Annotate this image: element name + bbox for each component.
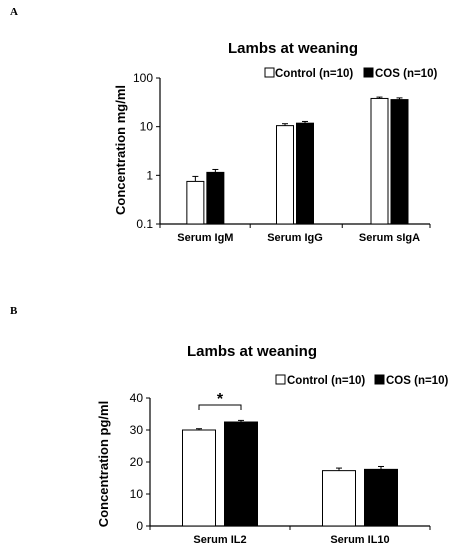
legend-swatch-cos [374, 374, 385, 385]
bar-control [186, 180, 205, 225]
y-tick-label: 10 [140, 120, 154, 134]
legend-swatch-cos [363, 67, 374, 78]
significance-star: * [217, 391, 224, 408]
y-tick-label: 40 [130, 391, 144, 405]
plot-area: 0 10 20 30 40 Serum IL2 Serum IL10 * [130, 391, 431, 546]
bar-control [322, 470, 356, 527]
x-tick-label: Serum IL10 [330, 534, 389, 546]
legend-label-cos: COS (n=10) [386, 375, 448, 387]
legend-label-control: Control (n=10) [287, 375, 365, 387]
y-tick-label: 30 [130, 423, 144, 437]
bar-cos [224, 421, 258, 527]
y-tick-label: 0 [136, 519, 143, 533]
y-tick-label: 1 [146, 168, 153, 182]
bar-cos [296, 122, 314, 225]
bar-cos [206, 171, 225, 225]
y-tick-label: 100 [133, 71, 153, 85]
legend: Control (n=10) COS (n=10) [264, 67, 437, 80]
significance-bracket [198, 404, 242, 410]
chart-title: Lambs at weaning [187, 343, 317, 360]
legend-label-cos: COS (n=10) [375, 68, 437, 80]
plot-area: 0.1 1 10 100 Serum IgM Serum IgG Serum sIgA [133, 71, 431, 244]
y-axis-label: Concentration mg/ml [113, 85, 128, 215]
panel-label-a: A [10, 6, 18, 18]
y-tick-label: 10 [130, 487, 144, 501]
x-tick-label: Serum sIgA [359, 232, 420, 244]
legend: Control (n=10) COS (n=10) [275, 374, 448, 387]
panel-label-b: B [10, 305, 18, 317]
y-tick-label: 0.1 [136, 217, 153, 231]
legend-label-control: Control (n=10) [275, 68, 353, 80]
legend-swatch-control [264, 67, 275, 78]
chart-interleukins: Lambs at weaning Concentration pg/ml Con… [96, 343, 448, 546]
bar-control [370, 97, 389, 225]
x-tick-label: Serum IgM [177, 232, 233, 244]
bar-cos [364, 468, 398, 527]
bar-control [182, 429, 216, 527]
chart-title: Lambs at weaning [228, 40, 358, 57]
legend-swatch-control [275, 374, 286, 385]
chart-immunoglobulins: Lambs at weaning Concentration mg/ml Con… [113, 40, 437, 244]
x-tick-label: Serum IgG [267, 232, 323, 244]
bar-cos [390, 99, 409, 225]
bar-control [276, 125, 294, 225]
y-axis-label: Concentration pg/ml [96, 401, 111, 527]
y-tick-label: 20 [130, 455, 144, 469]
x-tick-label: Serum IL2 [193, 534, 246, 546]
